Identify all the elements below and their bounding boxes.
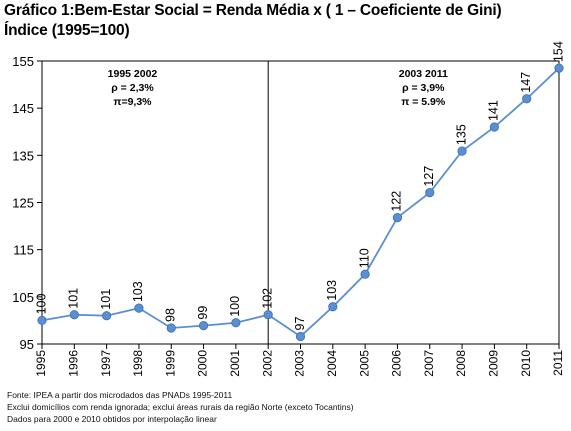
x-tick-label: 2009 (487, 350, 501, 377)
x-tick-label: 2007 (422, 350, 436, 377)
y-tick-label: 155 (12, 54, 34, 69)
data-label: 100 (228, 296, 242, 317)
data-label: 127 (422, 166, 436, 187)
data-point (522, 94, 532, 104)
x-tick-label: 2008 (454, 350, 468, 377)
chart-title: Gráfico 1:Bem-Estar Social = Renda Média… (4, 2, 502, 19)
y-tick-label: 95 (20, 337, 34, 352)
x-tick-label: 2003 (293, 350, 307, 377)
data-point (425, 187, 435, 198)
data-point (263, 310, 273, 320)
data-point (231, 318, 241, 328)
y-tick-label: 105 (12, 290, 34, 305)
source-note: Fonte: IPEA a partir dos microdados das … (7, 390, 233, 400)
data-point (554, 63, 564, 73)
series-line (41, 67, 560, 338)
data-label: 103 (325, 280, 339, 301)
x-tick-label: 2006 (390, 350, 404, 377)
data-label: 122 (390, 191, 404, 212)
data-label: 101 (99, 289, 113, 310)
pi-label: π = 5.9% (401, 96, 446, 108)
rho-label: ρ = 3,9% (402, 82, 445, 94)
interpolation-note: Dados para 2000 e 2010 obtidos por inter… (7, 414, 217, 424)
y-tick-label: 115 (13, 243, 34, 258)
data-point (134, 303, 144, 313)
x-tick-label: 1997 (99, 350, 113, 377)
data-label: 154 (551, 41, 565, 62)
data-label: 99 (196, 306, 210, 320)
x-tick-label: 2002 (260, 350, 274, 377)
data-label: 141 (487, 100, 501, 121)
rho-label: ρ = 2,3% (111, 82, 154, 94)
x-tick-label: 2001 (228, 350, 242, 377)
x-tick-label: 2011 (551, 350, 565, 376)
x-tick-label: 2000 (196, 350, 210, 377)
x-tick-label: 1995 (34, 350, 48, 377)
data-point (198, 321, 209, 331)
data-point (457, 146, 467, 156)
period-label: 1995 2002 (108, 68, 158, 80)
x-tick-label: 1998 (131, 350, 145, 377)
data-label: 98 (164, 308, 178, 322)
chart-subtitle: Índice (1995=100) (4, 22, 130, 39)
data-label: 97 (293, 317, 307, 331)
x-tick-label: 2004 (325, 350, 339, 377)
exclusion-note: Exclui domicílios com renda ignorada; ex… (7, 402, 354, 412)
y-tick-label: 145 (12, 101, 34, 116)
y-tick-label: 125 (12, 196, 34, 211)
data-label: 110 (357, 248, 371, 268)
data-point (69, 310, 79, 320)
data-point (166, 323, 176, 333)
data-label: 102 (260, 288, 274, 309)
data-point (37, 315, 47, 326)
data-label: 100 (34, 294, 48, 315)
x-tick-label: 2005 (357, 350, 371, 377)
pi-label: π=9,3% (113, 96, 152, 108)
data-label: 135 (454, 124, 468, 145)
period-label: 2003 2011 (399, 68, 448, 80)
data-point (295, 331, 306, 342)
x-tick-label: 1996 (66, 350, 80, 377)
y-tick-label: 135 (12, 148, 34, 163)
data-label: 101 (67, 288, 81, 309)
data-point (392, 212, 403, 223)
data-label: 147 (519, 72, 533, 93)
x-tick-label: 2010 (519, 350, 533, 377)
data-point (328, 302, 338, 312)
data-label: 103 (131, 281, 145, 302)
data-point (489, 122, 499, 132)
data-point (102, 311, 112, 321)
x-tick-label: 1999 (163, 350, 177, 377)
data-point (360, 269, 370, 279)
